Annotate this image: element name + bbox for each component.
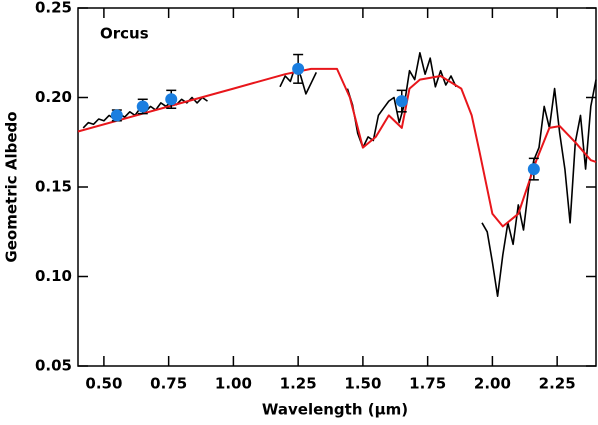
data-point — [527, 163, 540, 176]
y-tick-label: 0.20 — [35, 88, 72, 106]
spectrum-line — [77, 67, 597, 228]
y-tick-label: 0.05 — [35, 357, 72, 375]
x-tick-label: 1.50 — [344, 375, 381, 393]
x-tick-label: 1.00 — [215, 375, 252, 393]
x-tick-label: 0.50 — [85, 375, 122, 393]
spectrum-line — [82, 52, 597, 297]
y-tick-label: 0.25 — [35, 0, 72, 17]
x-tick-label: 2.00 — [474, 375, 511, 393]
data-point — [136, 100, 149, 113]
data-point — [292, 62, 305, 75]
x-tick-label: 1.25 — [280, 375, 317, 393]
x-tick-label: 0.75 — [150, 375, 187, 393]
plot-frame — [77, 7, 597, 367]
x-axis-label: Wavelength (μm) — [262, 401, 408, 419]
data-point — [110, 109, 123, 122]
y-tick-label: 0.15 — [35, 178, 72, 196]
data-point — [395, 95, 408, 108]
y-tick-label: 0.10 — [35, 267, 72, 285]
annotation: Orcus — [100, 25, 149, 43]
data-point — [165, 93, 178, 106]
x-tick-label: 1.75 — [409, 375, 446, 393]
y-axis-label: Geometric Albedo — [3, 111, 21, 262]
x-tick-label: 2.25 — [539, 375, 576, 393]
